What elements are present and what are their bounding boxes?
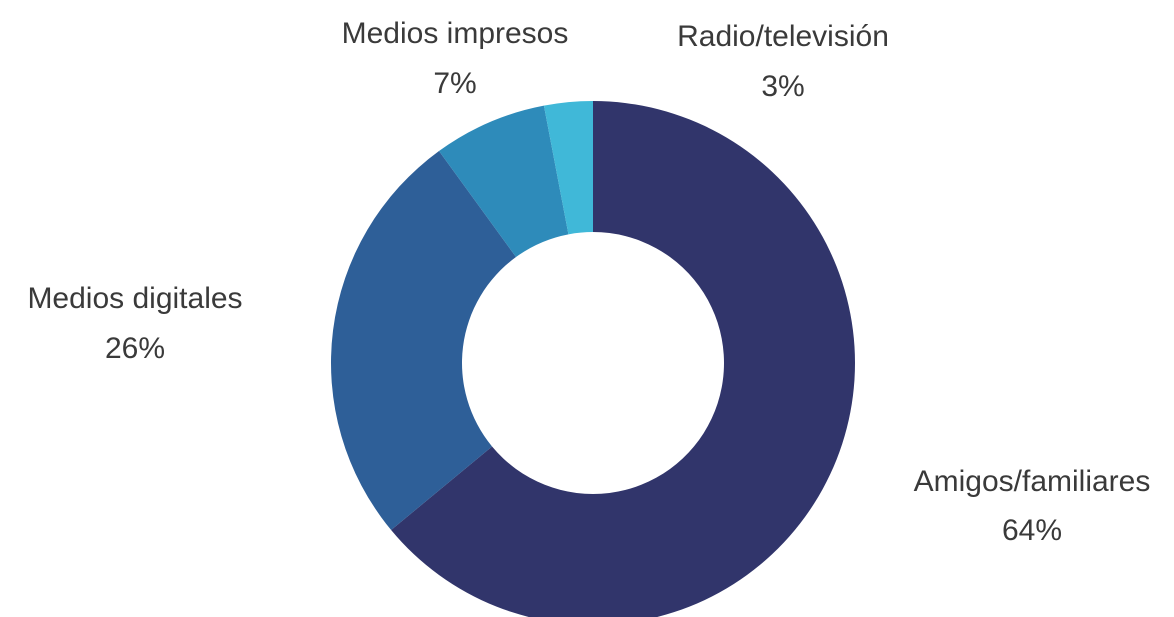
slice-label: Medios impresos: [342, 17, 569, 50]
donut-slice: [391, 101, 855, 617]
donut-slice: [331, 151, 517, 531]
donut-slice: [543, 101, 593, 235]
slice-value-label: 64%: [1002, 514, 1062, 547]
donut-slice: [439, 105, 569, 258]
slice-label: Amigos/familiares: [914, 465, 1151, 498]
slice-value-label: 3%: [761, 70, 804, 103]
slice-label: Radio/televisión: [677, 20, 889, 53]
slice-value-label: 7%: [433, 67, 476, 100]
slice-value-label: 26%: [105, 332, 165, 365]
slice-label: Medios digitales: [27, 282, 242, 315]
